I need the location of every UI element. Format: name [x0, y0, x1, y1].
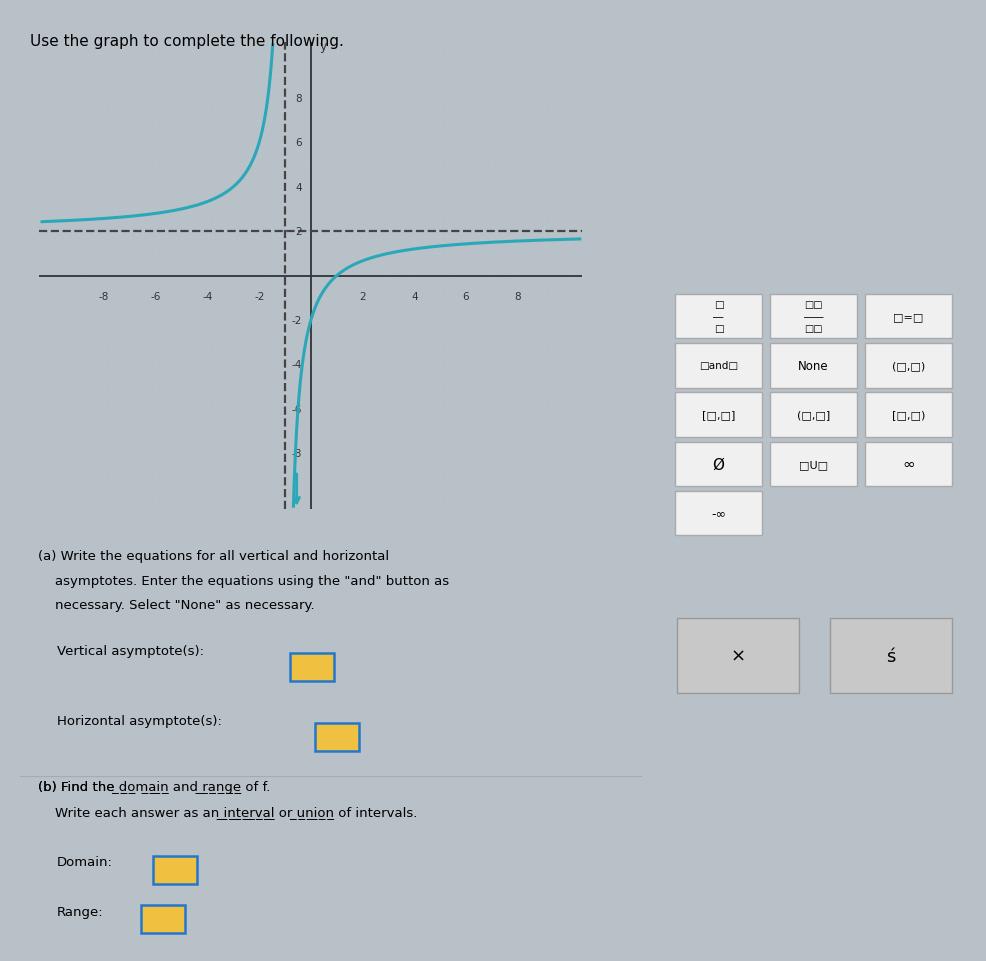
FancyBboxPatch shape — [769, 294, 856, 339]
FancyBboxPatch shape — [290, 653, 333, 681]
FancyBboxPatch shape — [769, 442, 856, 486]
FancyBboxPatch shape — [864, 294, 951, 339]
Text: 8: 8 — [514, 292, 521, 302]
Text: 6: 6 — [295, 138, 302, 148]
Text: -8: -8 — [99, 292, 109, 302]
Text: (a) Write the equations for all vertical and horizontal: (a) Write the equations for all vertical… — [38, 550, 389, 562]
FancyBboxPatch shape — [828, 619, 951, 693]
FancyBboxPatch shape — [674, 442, 761, 486]
Text: 4: 4 — [295, 183, 302, 192]
Text: □□
――
□□: □□ ―― □□ — [803, 300, 822, 333]
Text: ∞: ∞ — [901, 456, 914, 472]
FancyBboxPatch shape — [315, 724, 358, 752]
Text: (b) Find the ̲d̲o̲m̲a̲i̲n̲ and ̲r̲a̲n̲g̲e̲ of f.: (b) Find the ̲d̲o̲m̲a̲i̲n̲ and ̲r̲a̲n̲g̲… — [38, 780, 270, 794]
Text: 2: 2 — [295, 227, 302, 237]
FancyBboxPatch shape — [864, 344, 951, 388]
Text: -6: -6 — [291, 405, 302, 414]
Text: Write each answer as an ̲i̲n̲t̲e̲r̲v̲a̲l̲ or ̲u̲n̲i̲o̲n̲ of intervals.: Write each answer as an ̲i̲n̲t̲e̲r̲v̲a̲l… — [38, 805, 417, 819]
Text: asymptotes. Enter the equations using the "and" button as: asymptotes. Enter the equations using th… — [38, 574, 449, 587]
Text: Horizontal asymptote(s):: Horizontal asymptote(s): — [57, 715, 222, 727]
FancyBboxPatch shape — [674, 393, 761, 437]
FancyBboxPatch shape — [769, 393, 856, 437]
Text: □
―
□: □ ― □ — [713, 300, 723, 333]
Text: 2: 2 — [359, 292, 366, 302]
Text: (□,□): (□,□) — [890, 361, 924, 371]
Text: y: y — [319, 40, 327, 53]
Text: Range:: Range: — [57, 904, 104, 918]
FancyBboxPatch shape — [674, 491, 761, 536]
FancyBboxPatch shape — [153, 856, 197, 884]
Text: □and□: □and□ — [698, 361, 738, 371]
Text: ×: × — [730, 647, 744, 665]
Text: Domain:: Domain: — [57, 855, 112, 868]
Text: 4: 4 — [410, 292, 417, 302]
Text: -2: -2 — [291, 315, 302, 326]
FancyBboxPatch shape — [864, 442, 951, 486]
Text: 8: 8 — [295, 94, 302, 104]
FancyBboxPatch shape — [674, 294, 761, 339]
Text: ś: ś — [885, 647, 894, 665]
Text: -2: -2 — [253, 292, 264, 302]
Text: Use the graph to complete the following.: Use the graph to complete the following. — [30, 34, 343, 49]
Text: None: None — [798, 359, 828, 373]
FancyBboxPatch shape — [141, 905, 184, 933]
Text: Ø: Ø — [712, 456, 724, 472]
FancyBboxPatch shape — [769, 344, 856, 388]
FancyBboxPatch shape — [676, 619, 799, 693]
Text: -4: -4 — [291, 360, 302, 370]
Text: -6: -6 — [151, 292, 161, 302]
Text: □U□: □U□ — [798, 459, 827, 469]
Text: 6: 6 — [462, 292, 468, 302]
Text: (b) Find the: (b) Find the — [38, 780, 119, 794]
Text: -∞: -∞ — [711, 507, 726, 520]
FancyBboxPatch shape — [864, 393, 951, 437]
Text: -8: -8 — [291, 449, 302, 458]
Text: Vertical asymptote(s):: Vertical asymptote(s): — [57, 644, 204, 657]
Text: -4: -4 — [202, 292, 212, 302]
Text: (□,□]: (□,□] — [796, 410, 829, 420]
Text: [□,□): [□,□) — [890, 410, 924, 420]
Text: necessary. Select "None" as necessary.: necessary. Select "None" as necessary. — [38, 599, 315, 612]
Text: □=□: □=□ — [892, 311, 923, 322]
FancyBboxPatch shape — [674, 344, 761, 388]
Text: [□,□]: [□,□] — [701, 410, 735, 420]
